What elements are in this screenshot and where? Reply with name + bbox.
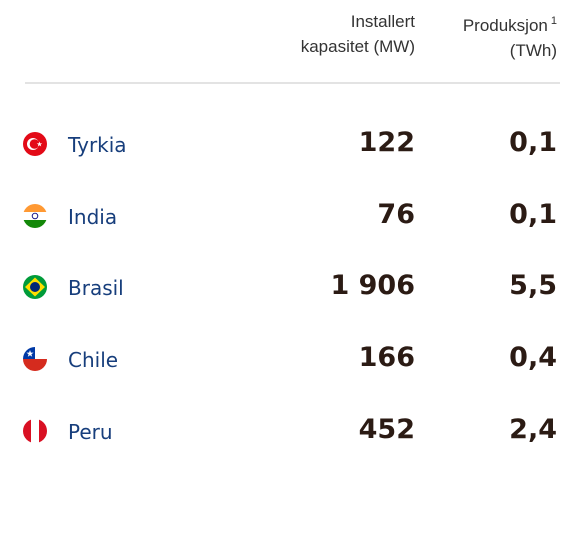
flag-turkey (23, 132, 47, 156)
divider (25, 82, 560, 84)
table-row: India 76 0,1 (0, 197, 583, 237)
footnote-ref: 1 (550, 15, 557, 27)
table-row: Chile 166 0,4 (0, 340, 583, 380)
capacity-value: 122 (358, 127, 415, 158)
country-name: India (68, 205, 118, 229)
capacity-value: 76 (377, 199, 415, 230)
country-name: Brasil (68, 276, 124, 300)
production-value: 2,4 (509, 414, 557, 445)
capacity-value: 452 (358, 414, 415, 445)
table-row: Peru 452 2,4 (0, 412, 583, 452)
capacity-value: 1 906 (330, 270, 415, 301)
production-value: 0,1 (509, 199, 557, 230)
flag-peru (23, 419, 47, 443)
production-value: 5,5 (509, 270, 557, 301)
flag-brazil (23, 275, 47, 299)
capacity-value: 166 (358, 342, 415, 373)
column-header: Installert kapasitet (MW) (301, 9, 415, 59)
country-name: Tyrkia (68, 133, 127, 157)
header-line: Produksjon 1 (463, 9, 557, 38)
header-line: kapasitet (MW) (300, 37, 415, 56)
production-value: 0,4 (509, 342, 557, 373)
header-line: Installert (350, 12, 415, 31)
country-name: Peru (68, 420, 113, 444)
table-row: Tyrkia 122 0,1 (0, 125, 583, 165)
header-text: Produksjon (462, 16, 548, 35)
flag-india (23, 204, 47, 228)
flag-chile (23, 347, 47, 371)
header-line: (TWh) (509, 41, 557, 60)
production-value: 0,1 (509, 127, 557, 158)
country-name: Chile (68, 348, 119, 372)
column-header: Produksjon 1 (TWh) (463, 9, 557, 63)
table-row: Brasil 1 906 5,5 (0, 268, 583, 308)
